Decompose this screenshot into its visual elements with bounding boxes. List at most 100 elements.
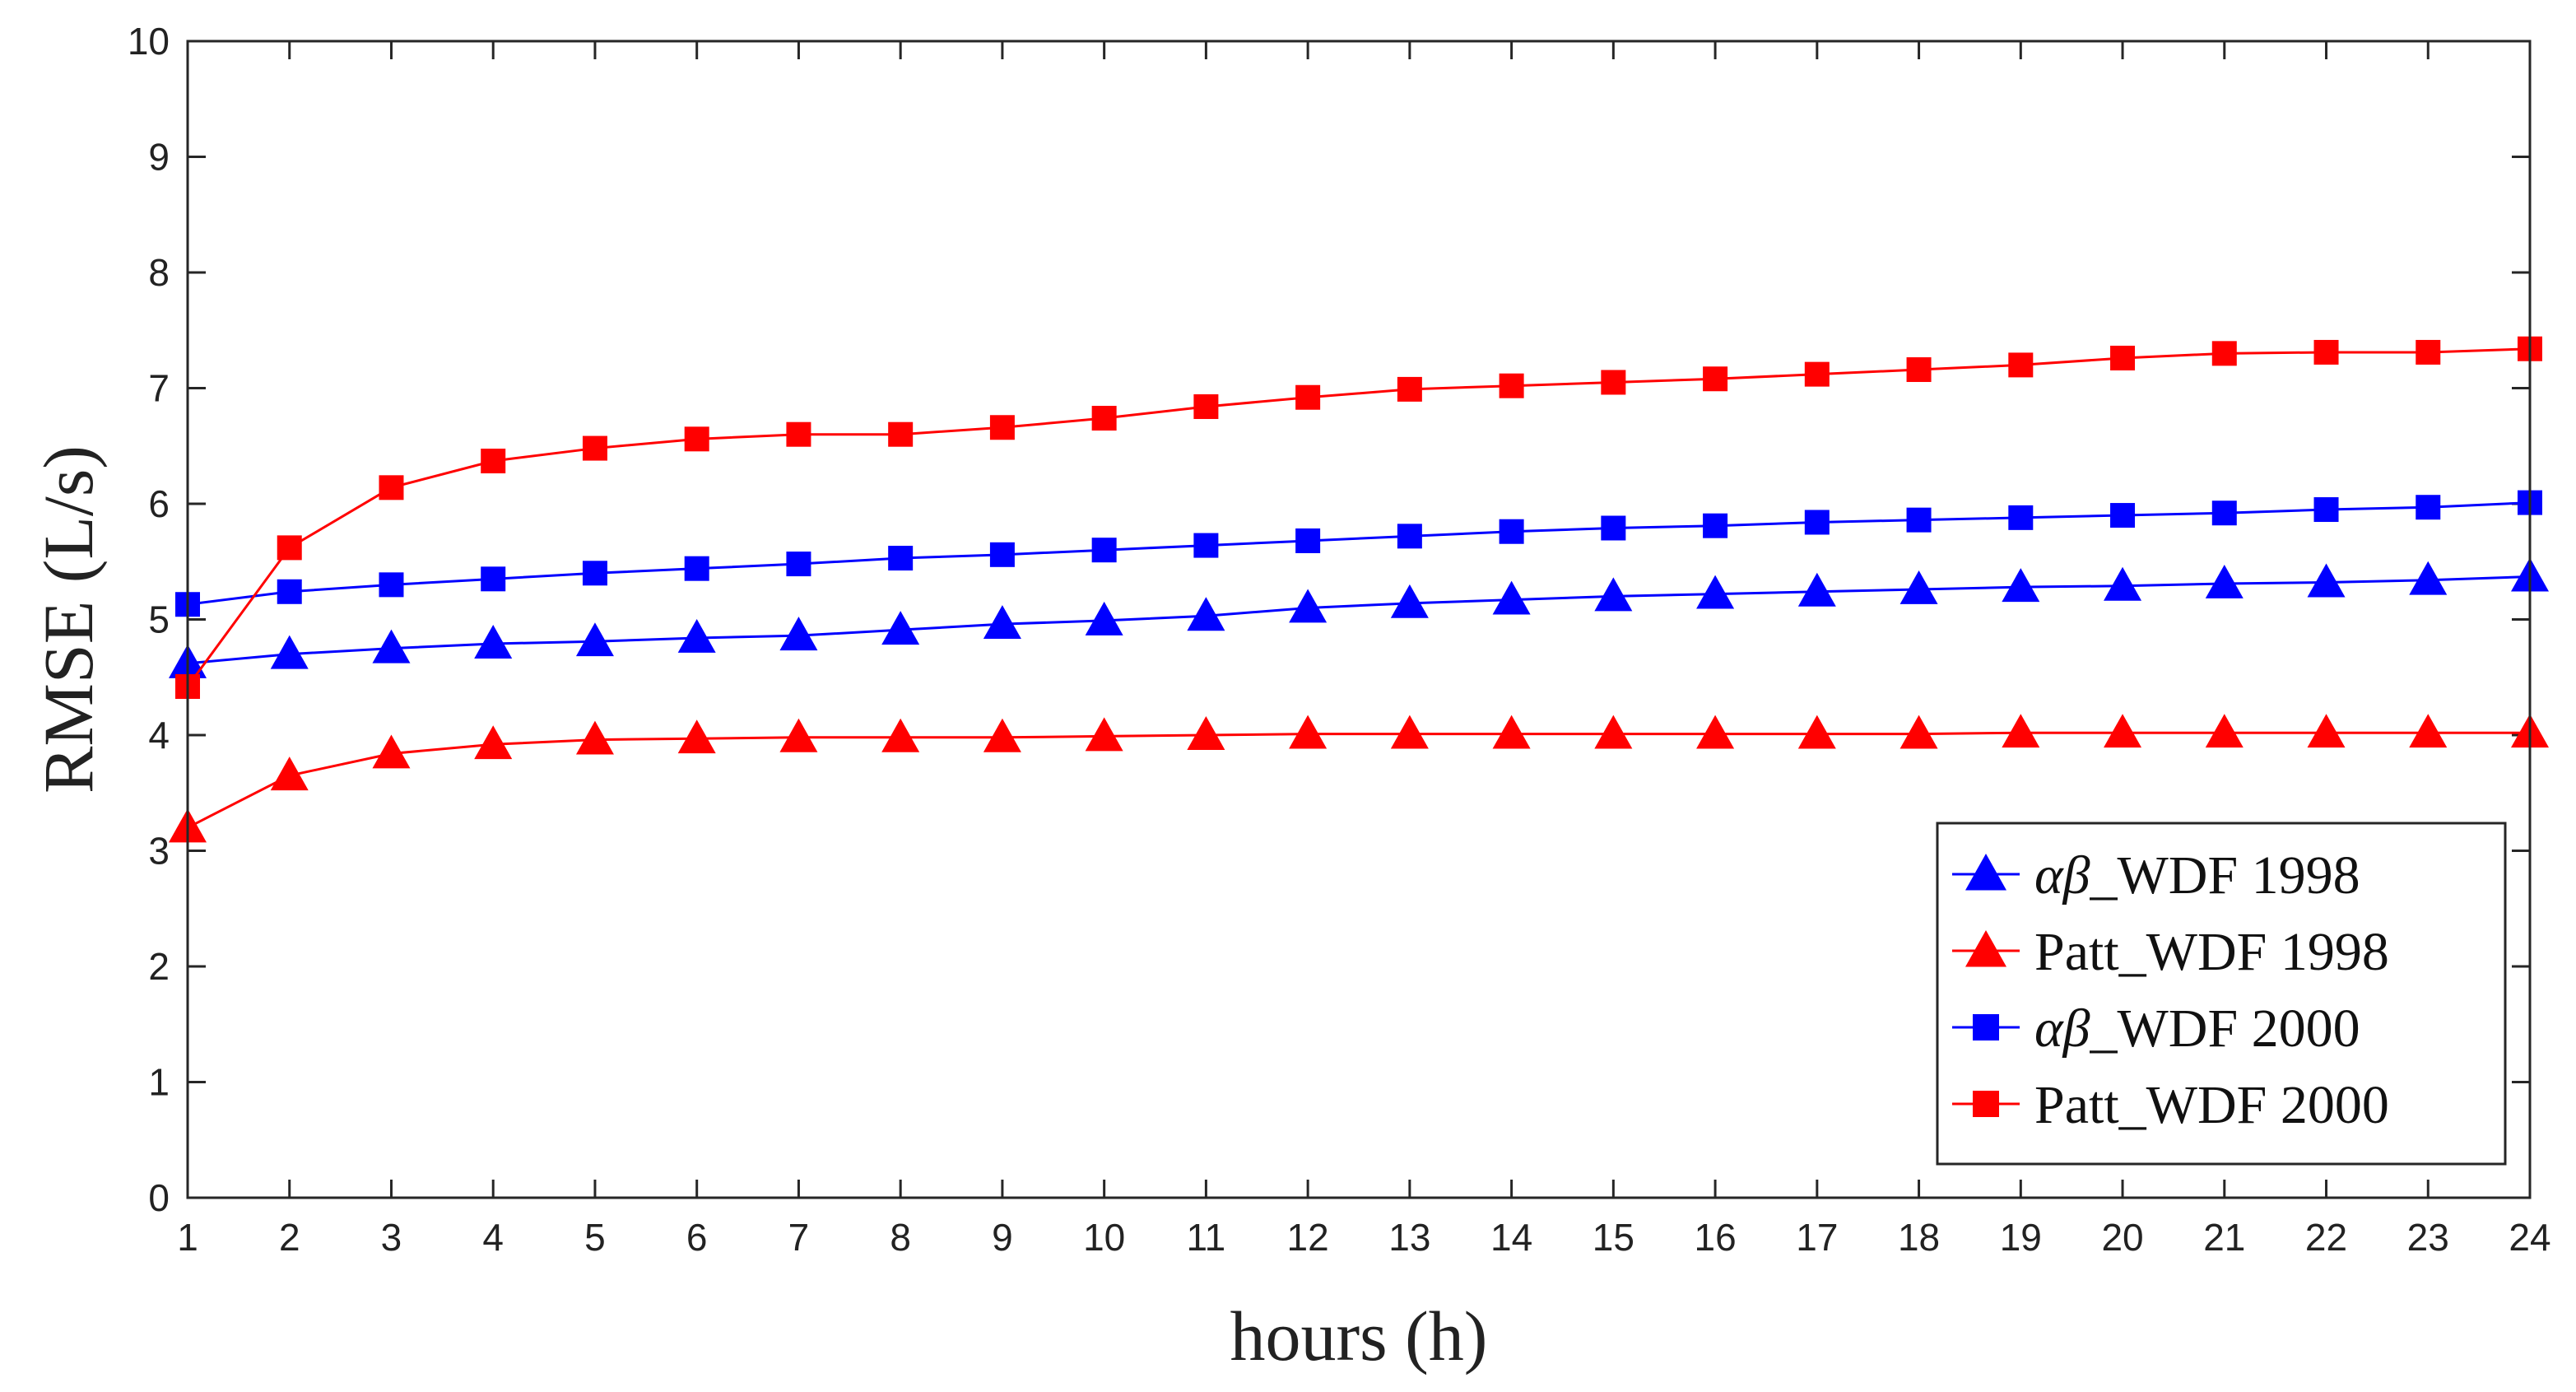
legend-label: αβ_WDF 2000: [2034, 999, 2360, 1059]
data-point: [2002, 568, 2040, 603]
data-point: [881, 611, 920, 645]
y-axis-title: RMSE (L/s): [29, 445, 108, 794]
x-tick-label: 14: [1490, 1216, 1532, 1259]
data-point: [582, 561, 607, 586]
data-point: [2104, 714, 2142, 748]
data-point: [474, 625, 513, 659]
y-tick-label: 6: [148, 482, 170, 525]
data-point: [2307, 714, 2346, 748]
data-point: [1601, 370, 1626, 395]
series-2: [169, 714, 2549, 843]
data-point: [786, 552, 811, 577]
data-point: [2110, 503, 2136, 528]
x-tick-label: 10: [1083, 1216, 1125, 1259]
data-point: [1492, 715, 1531, 749]
legend-box: [1936, 822, 2507, 1166]
data-point: [1187, 597, 1225, 631]
x-tick-label: 1: [177, 1216, 198, 1259]
y-tick-label: 7: [148, 367, 170, 410]
x-tick-label: 19: [2000, 1216, 2042, 1259]
legend-item: Patt_WDF 1998: [1952, 922, 2389, 982]
series-line: [186, 347, 2531, 687]
data-point: [1797, 572, 1836, 607]
data-point: [2211, 341, 2237, 366]
legend-label-text: Patt_WDF 1998: [2034, 922, 2389, 982]
data-point: [1390, 715, 1429, 749]
data-point: [1703, 366, 1728, 392]
y-tick-label: 3: [148, 830, 170, 873]
data-point: [1797, 715, 1836, 749]
series-line: [187, 501, 2531, 606]
data-point: [888, 546, 914, 571]
data-point: [1289, 715, 1328, 749]
data-point: [1499, 373, 1524, 398]
x-tick-label: 3: [381, 1216, 402, 1259]
legend-item: αβ_WDF 2000: [1952, 999, 2360, 1059]
data-point: [1193, 533, 1219, 558]
series-line: [187, 575, 2531, 665]
data-point: [786, 421, 811, 447]
y-tick-label: 10: [128, 20, 170, 63]
data-point: [1804, 361, 1830, 387]
x-tick-label: 21: [2203, 1216, 2245, 1259]
y-tick-label: 0: [148, 1176, 170, 1219]
data-point: [1091, 406, 1117, 431]
data-point: [983, 605, 1021, 640]
data-point: [677, 719, 716, 754]
legend-label-text: _WDF 2000: [2090, 999, 2360, 1059]
data-point: [779, 718, 818, 752]
x-tick-label: 17: [1796, 1216, 1838, 1259]
legend-label: Patt_WDF 2000: [2034, 1075, 2389, 1135]
legend-label-text: _WDF 1998: [2090, 845, 2360, 905]
y-tick-label: 4: [148, 714, 170, 757]
data-point: [2313, 497, 2339, 523]
series-line: [187, 731, 2530, 829]
x-tick-label: 8: [890, 1216, 911, 1259]
axis-ticks: 1 2 3 4 5 6 7 8 9 10 11 12 13 14 15 16 17 18 19 20 21 22 23 240…: [128, 20, 2551, 1259]
data-point: [582, 435, 607, 461]
data-point: [1594, 715, 1633, 749]
x-tick-label: 11: [1187, 1216, 1226, 1259]
data-point: [2205, 564, 2244, 598]
data-point: [1906, 507, 1932, 533]
legend-marker: [1973, 1014, 1999, 1041]
x-tick-label: 16: [1695, 1216, 1737, 1259]
x-tick-label: 20: [2101, 1216, 2143, 1259]
data-point: [1295, 384, 1321, 410]
data-point: [2104, 566, 2142, 601]
data-point: [474, 725, 513, 760]
data-point: [888, 421, 914, 447]
data-point: [379, 475, 404, 500]
data-point: [2008, 352, 2034, 378]
x-tick-label: 24: [2509, 1216, 2550, 1259]
data-point: [1804, 510, 1830, 535]
series-1: [169, 557, 2549, 678]
data-point: [1601, 515, 1626, 541]
legend-label-greek: αβ: [2034, 845, 2090, 905]
x-tick-label: 4: [482, 1216, 504, 1259]
y-tick-label: 9: [148, 136, 170, 179]
data-point: [1289, 589, 1328, 623]
data-point: [1594, 577, 1633, 612]
legend-label: αβ_WDF 1998: [2034, 845, 2360, 905]
data-point: [989, 542, 1015, 567]
data-point: [2307, 563, 2346, 598]
data-point: [989, 415, 1015, 440]
data-point: [1295, 528, 1321, 553]
x-tick-label: 18: [1898, 1216, 1940, 1259]
data-point: [1906, 357, 1932, 383]
data-point: [277, 535, 302, 561]
legend-label-greek: αβ: [2034, 999, 2090, 1059]
data-point: [270, 757, 309, 791]
data-point: [1187, 716, 1225, 750]
data-point: [1696, 575, 1735, 609]
x-tick-label: 5: [584, 1216, 606, 1259]
data-point: [270, 635, 309, 669]
data-point: [1085, 601, 1123, 635]
series-layer: [169, 336, 2549, 843]
data-point: [684, 556, 709, 581]
data-point: [1193, 393, 1219, 419]
x-tick-label: 2: [279, 1216, 300, 1259]
data-point: [881, 718, 920, 752]
